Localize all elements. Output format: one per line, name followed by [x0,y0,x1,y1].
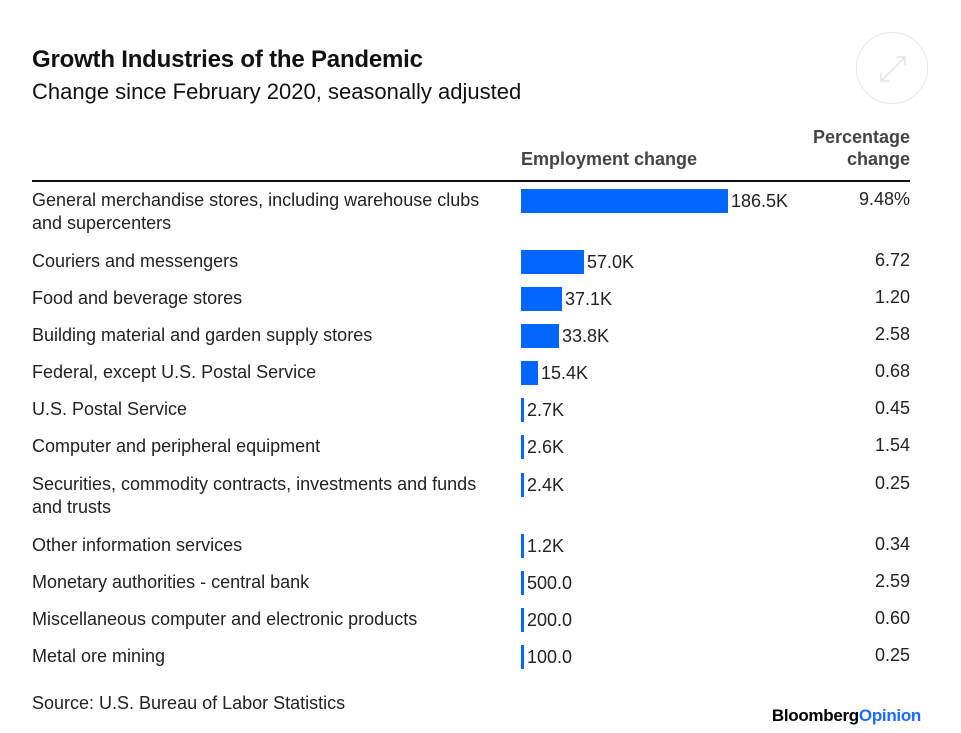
value-label: 57.0K [587,252,635,272]
category-label: Building material and garden supply stor… [32,325,373,345]
category-label: Computer and peripheral equipment [32,436,321,456]
value-label: 15.4K [541,363,589,383]
percentage-value: 2.58 [874,324,910,344]
employment-bar [521,189,728,213]
value-label: 186.5K [731,191,789,211]
employment-bar [521,398,524,422]
value-label: 2.6K [527,437,565,457]
employment-bar [521,435,524,459]
brand-part1: Bloomberg [771,706,859,725]
employment-bar [521,645,524,669]
employment-bar [521,324,559,348]
category-label: Federal, except U.S. Postal Service [32,362,317,382]
source-note: Source: U.S. Bureau of Labor Statistics [32,693,346,713]
value-label: 37.1K [565,289,613,309]
percentage-value: 2.59 [874,571,910,591]
percentage-change-header: Percentage change [770,126,910,170]
value-label: 200.0 [527,610,573,630]
chart-title: Growth Industries of the Pandemic [32,46,423,73]
employment-bar [521,361,538,385]
value-label: 500.0 [527,573,573,593]
employment-bar [521,608,524,632]
brand-logo: BloombergOpinion [772,706,921,726]
value-label: 100.0 [527,647,573,667]
category-label: Food and beverage stores [32,288,243,308]
employment-bar [521,250,584,274]
category-label: Metal ore mining [32,646,166,666]
employment-bar [521,473,524,497]
category-label: General merchandise stores, including wa… [32,190,480,233]
category-label: Other information services [32,535,243,555]
expand-button[interactable] [856,32,928,104]
percentage-value: 0.68 [874,361,910,381]
employment-change-header: Employment change [521,149,698,169]
employment-bar [521,571,524,595]
value-label: 33.8K [562,326,610,346]
percentage-value: 0.45 [874,398,910,418]
percentage-value: 0.34 [874,534,910,554]
category-label: Monetary authorities - central bank [32,572,310,592]
percentage-value: 6.72 [874,250,910,270]
percentage-header-line1: Percentage [812,127,910,147]
value-label: 1.2K [527,536,565,556]
percentage-value: 1.54 [874,435,910,455]
header-rule [32,180,910,182]
percentage-value: 9.48% [858,189,910,209]
category-label: U.S. Postal Service [32,399,188,419]
value-label: 2.7K [527,400,565,420]
value-label: 2.4K [527,475,565,495]
category-label: Couriers and messengers [32,251,239,271]
chart-subtitle: Change since February 2020, seasonally a… [32,79,522,104]
employment-bar [521,534,524,558]
percentage-value: 0.25 [874,645,910,665]
expand-icon [880,56,906,82]
percentage-value: 1.20 [874,287,910,307]
brand-part2: Opinion [858,706,921,725]
category-label: Miscellaneous computer and electronic pr… [32,609,418,629]
employment-bar [521,287,562,311]
percentage-value: 0.60 [874,608,910,628]
percentage-header-line2: change [846,149,910,169]
percentage-value: 0.25 [874,473,910,493]
category-label: Securities, commodity contracts, investm… [32,474,477,517]
